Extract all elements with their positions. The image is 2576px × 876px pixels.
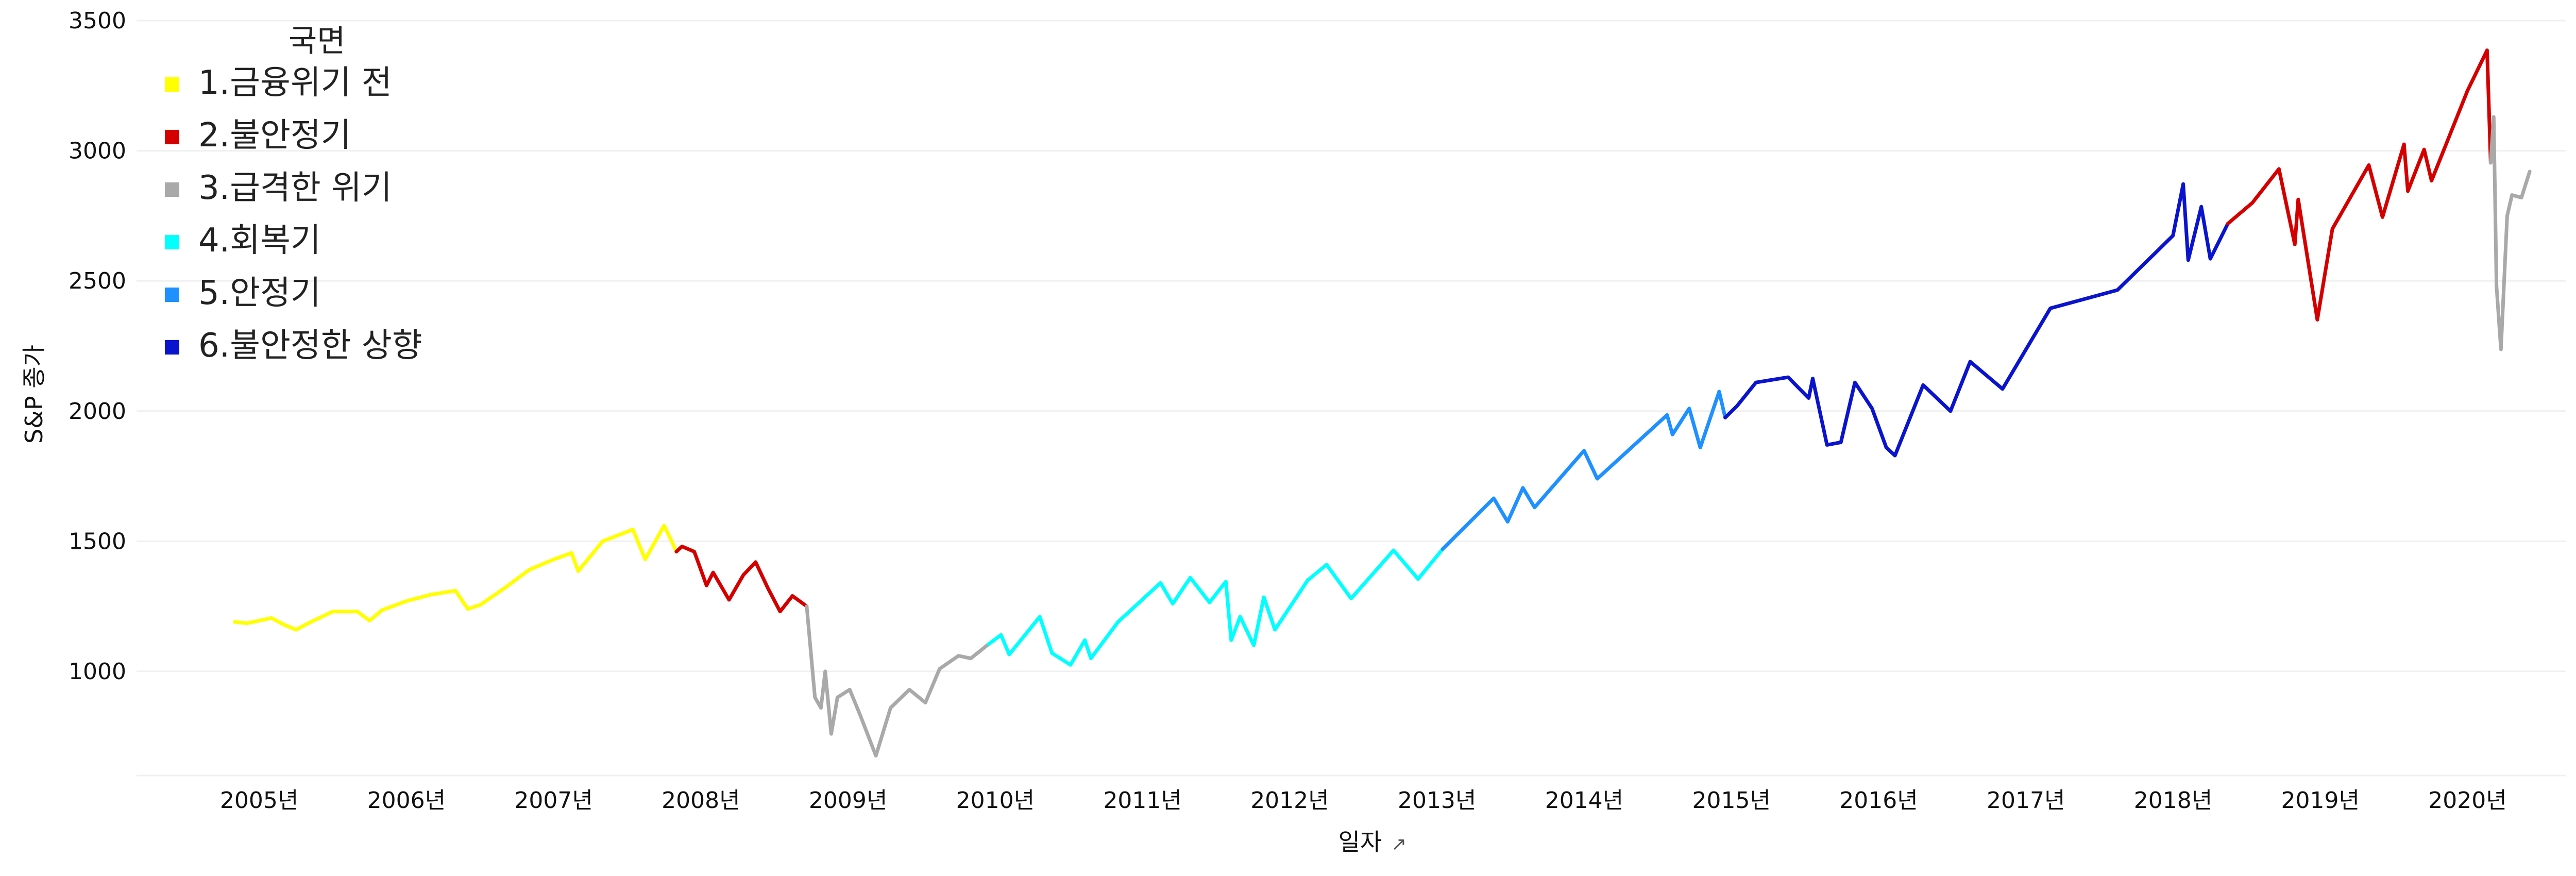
legend-title: 국면	[289, 23, 345, 59]
series-line	[987, 547, 1445, 667]
y-axis-ticks: 1000 1500 2000 2500 3000 3500	[69, 8, 126, 685]
legend-label: 5.안정기	[198, 274, 321, 312]
x-tick-label: 2015년	[1692, 787, 1770, 814]
x-axis-ticks: 2005년 2006년 2007년 2008년 2009년 2010년 2011년 2012년…	[220, 787, 2507, 814]
x-tick-label: 2019년	[2281, 787, 2360, 814]
x-tick-label: 2013년	[1398, 787, 1476, 814]
series-line	[805, 604, 991, 758]
y-tick-label: 2500	[69, 268, 126, 294]
legend-label: 4.회복기	[198, 222, 321, 260]
legend-label: 2.불안정기	[198, 116, 351, 155]
x-tick-label: 2008년	[662, 787, 740, 814]
x-tick-label: 2017년	[1987, 787, 2065, 814]
y-axis-title: S&P 종가	[20, 345, 48, 444]
x-tick-label: 2014년	[1545, 787, 1623, 814]
series-line	[2488, 115, 2532, 351]
x-tick-label: 2020년	[2428, 787, 2506, 814]
y-tick-label: 2000	[69, 398, 126, 425]
x-tick-label: 2011년	[1103, 787, 1181, 814]
x-tick-label: 2010년	[956, 787, 1035, 814]
series-line	[1440, 390, 1727, 551]
x-axis-title: 일자	[1338, 828, 1382, 856]
grid	[137, 20, 2566, 777]
legend-swatch	[165, 235, 179, 249]
y-tick-label: 3500	[69, 8, 126, 34]
legend-label: 1.금융위기 전	[198, 64, 392, 102]
series-line	[674, 544, 809, 614]
x-tick-label: 2007년	[514, 787, 592, 814]
sort-arrow-icon[interactable]: ↗	[1391, 834, 1406, 855]
legend-items: 1.금융위기 전 2.불안정기 3.급격한 위기 4.회복기 5.안정기 6.불안정한 상…	[165, 64, 422, 365]
y-tick-label: 3000	[69, 138, 126, 164]
x-tick-label: 2006년	[367, 787, 446, 814]
legend: 국면 1.금융위기 전 2.불안정기 3.급격한 위기 4.회복기 5.안정기 6.불안정…	[165, 23, 422, 365]
legend-label: 6.불안정한 상향	[198, 327, 422, 365]
y-tick-label: 1000	[69, 659, 126, 685]
series-lines	[233, 48, 2532, 758]
legend-swatch	[165, 340, 179, 355]
x-tick-label: 2012년	[1250, 787, 1329, 814]
series-line	[1723, 182, 2230, 458]
series-line	[233, 524, 679, 632]
series-line	[2226, 48, 2493, 322]
legend-swatch	[165, 130, 179, 144]
x-tick-label: 2005년	[220, 787, 298, 814]
legend-swatch	[165, 288, 179, 302]
y-tick-label: 1500	[69, 528, 126, 554]
legend-swatch	[165, 182, 179, 197]
x-tick-label: 2009년	[809, 787, 887, 814]
legend-label: 3.급격한 위기	[198, 169, 392, 207]
legend-swatch	[165, 77, 179, 92]
x-tick-label: 2018년	[2134, 787, 2212, 814]
x-tick-label: 2016년	[1839, 787, 1918, 814]
